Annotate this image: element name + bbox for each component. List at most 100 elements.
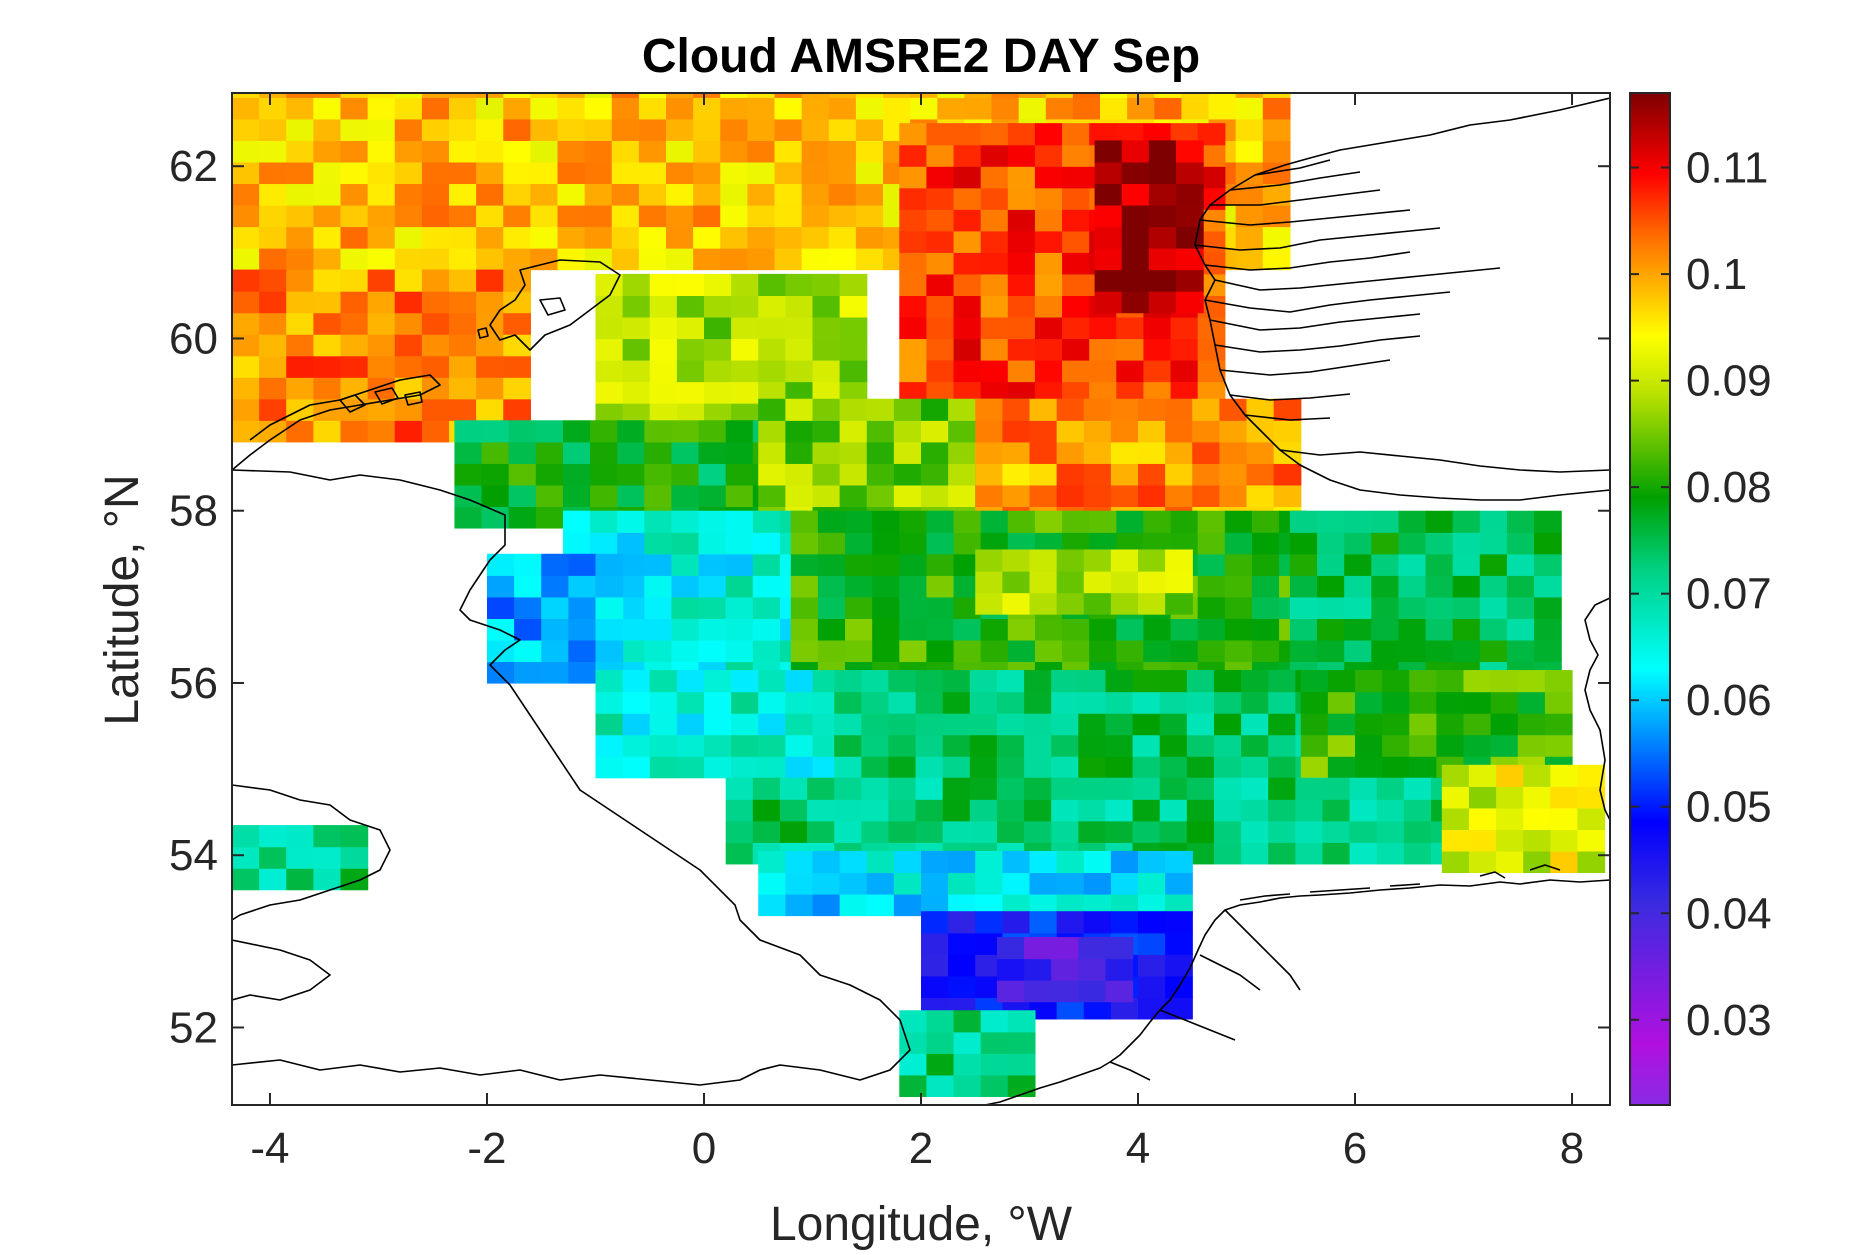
data-cell	[1083, 420, 1112, 443]
data-cell	[969, 799, 998, 822]
data-cell	[313, 398, 342, 421]
data-cell	[1110, 850, 1139, 874]
data-cell	[259, 377, 287, 400]
data-cell	[942, 799, 971, 822]
data-cell	[1192, 484, 1220, 508]
data-cell	[1468, 764, 1497, 787]
data-cell	[785, 872, 814, 895]
data-cell	[1051, 670, 1079, 693]
data-cell	[595, 360, 624, 383]
data-region	[996, 937, 1134, 1003]
data-cell	[1159, 820, 1188, 843]
data-cell	[980, 273, 1009, 296]
data-cell	[1382, 713, 1410, 736]
data-cell	[725, 842, 754, 865]
data-cell	[1213, 842, 1242, 865]
data-cell	[367, 312, 396, 335]
data-cell	[611, 161, 640, 185]
data-cell	[812, 273, 841, 296]
data-cell	[476, 398, 504, 421]
data-cell	[834, 713, 862, 736]
data-cell	[1051, 734, 1079, 757]
data-cell	[703, 381, 732, 404]
data-cell	[996, 713, 1025, 736]
data-cell	[476, 248, 504, 271]
data-cell	[557, 248, 586, 271]
data-cell	[394, 377, 423, 400]
data-cell	[758, 893, 786, 917]
data-cell	[649, 316, 678, 340]
data-cell	[1062, 166, 1090, 189]
data-cell	[541, 639, 569, 663]
data-cell	[1241, 756, 1269, 779]
data-cell	[1175, 269, 1204, 292]
data-cell	[1078, 937, 1107, 960]
data-cell	[975, 850, 1003, 874]
data-cell	[953, 618, 982, 641]
data-cell	[638, 183, 667, 206]
data-cell	[1235, 248, 1264, 271]
data-cell	[1441, 764, 1470, 787]
data-cell	[1425, 596, 1454, 619]
data-cell	[611, 226, 640, 249]
data-cell	[1159, 756, 1188, 779]
data-cell	[622, 316, 651, 340]
data-cell	[801, 183, 830, 206]
data-cell	[259, 846, 287, 869]
data-cell	[1078, 777, 1107, 800]
data-cell	[232, 420, 260, 443]
data-cell	[1078, 670, 1107, 693]
data-cell	[1409, 670, 1437, 693]
data-cell	[595, 316, 624, 340]
data-cell	[638, 140, 667, 163]
data-cell	[817, 639, 846, 663]
data-cell	[1034, 166, 1063, 189]
data-cell	[666, 204, 694, 228]
chart-title: Cloud AMSRE2 DAY Sep	[642, 30, 1200, 83]
data-cell	[671, 420, 700, 443]
data-cell	[725, 575, 754, 598]
data-cell	[758, 734, 786, 757]
data-cell	[1197, 639, 1226, 663]
data-cell	[845, 618, 873, 641]
data-cell	[1273, 420, 1302, 443]
data-cell	[703, 273, 732, 296]
data-cell	[888, 670, 917, 693]
data-cell	[1224, 553, 1253, 576]
data-cell	[313, 248, 342, 271]
data-cell	[394, 420, 423, 443]
data-region	[899, 1010, 1036, 1097]
data-cell	[1056, 549, 1085, 572]
data-cell	[476, 183, 504, 206]
data-cell	[861, 713, 890, 736]
data-cell	[1034, 532, 1063, 555]
data-cell	[752, 575, 781, 598]
data-cell	[758, 420, 786, 443]
data-cell	[1262, 183, 1291, 206]
data-cell	[1463, 670, 1492, 693]
data-cell	[1289, 596, 1318, 619]
data-cell	[595, 295, 624, 318]
data-cell	[313, 868, 342, 891]
data-cell	[367, 97, 396, 120]
data-cell	[1007, 252, 1036, 275]
data-cell	[1148, 269, 1177, 292]
data-cell	[340, 140, 369, 163]
data-cell	[1138, 571, 1166, 594]
data-cell	[1165, 911, 1193, 934]
data-cell	[644, 553, 673, 576]
data-cell	[926, 360, 955, 383]
data-cell	[449, 226, 477, 249]
data-cell	[1170, 123, 1199, 146]
data-cell	[394, 355, 423, 378]
data-cell	[557, 97, 586, 120]
data-cell	[855, 226, 884, 249]
data-cell	[1165, 398, 1193, 421]
data-cell	[676, 338, 705, 361]
data-cell	[731, 691, 759, 714]
data-cell	[1327, 713, 1356, 736]
data-cell	[1517, 691, 1546, 714]
data-cell	[649, 338, 678, 361]
data-cell	[1002, 911, 1031, 934]
data-cell	[584, 226, 613, 249]
